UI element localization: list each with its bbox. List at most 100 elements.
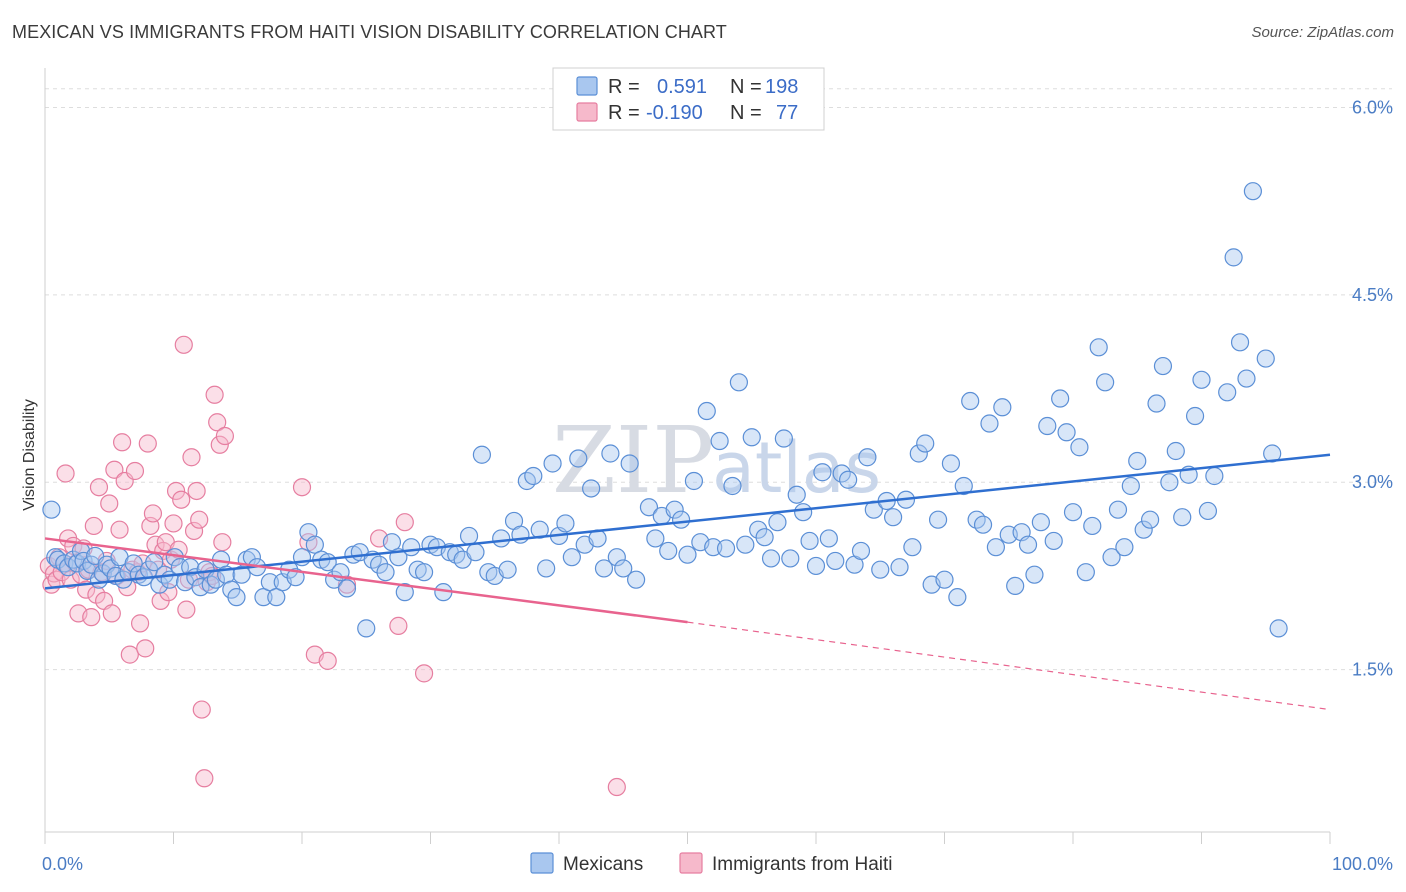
x-tick-labels: 0.0% 100.0% bbox=[42, 854, 1393, 874]
mexican-point-131 bbox=[813, 463, 832, 482]
mexican-point-194 bbox=[1224, 248, 1243, 267]
mexican-point-124 bbox=[768, 513, 787, 532]
mexican-point-154 bbox=[961, 391, 980, 411]
mexican-point-138 bbox=[858, 448, 877, 467]
mexican-point-113 bbox=[697, 401, 716, 421]
haiti-point-29 bbox=[112, 433, 132, 452]
legend-top: R = 0.591 N = 198 R = -0.190 N = 77 bbox=[552, 67, 825, 131]
legend-n-value-mexicans: 198 bbox=[765, 76, 798, 98]
mexican-point-100 bbox=[607, 548, 626, 567]
mexican-point-90 bbox=[543, 454, 562, 473]
mexican-point-123 bbox=[761, 549, 781, 568]
mexican-point-104 bbox=[639, 498, 659, 517]
mexican-point-114 bbox=[704, 538, 723, 557]
watermark: ZIP atlas bbox=[552, 407, 881, 514]
mexican-point-165 bbox=[1031, 513, 1050, 532]
mexican-point-61 bbox=[357, 619, 376, 638]
mexican-point-179 bbox=[1121, 476, 1140, 496]
haiti-point-79 bbox=[607, 777, 626, 797]
trend-lines bbox=[44, 453, 1331, 711]
mexican-point-107 bbox=[659, 541, 678, 561]
mexican-point-197 bbox=[1243, 182, 1263, 201]
haiti-point-61 bbox=[195, 769, 214, 788]
mexican-point-108 bbox=[665, 500, 684, 519]
mexican-point-184 bbox=[1153, 356, 1173, 376]
source-label: Source: ZipAtlas.com bbox=[1251, 24, 1394, 41]
haiti-point-39 bbox=[138, 434, 157, 453]
mexican-point-163 bbox=[1018, 535, 1038, 554]
mexican-point-168 bbox=[1051, 389, 1070, 408]
mexican-point-70 bbox=[414, 563, 434, 582]
watermark-sub: atlas bbox=[712, 427, 881, 509]
mexican-point-152 bbox=[948, 588, 967, 607]
mexican-point-50 bbox=[286, 568, 305, 587]
mexican-point-185 bbox=[1160, 473, 1179, 492]
haiti-trend-extension bbox=[687, 621, 1331, 711]
mexican-point-53 bbox=[305, 535, 324, 554]
mexican-point-146 bbox=[909, 444, 928, 463]
mexican-point-111 bbox=[684, 471, 704, 491]
mexican-point-110 bbox=[678, 545, 697, 564]
mexican-point-187 bbox=[1173, 508, 1192, 527]
mexican-point-169 bbox=[1057, 423, 1076, 442]
haiti-point-68 bbox=[213, 533, 232, 552]
haiti-point-41 bbox=[143, 504, 163, 523]
mexican-point-190 bbox=[1192, 370, 1211, 389]
mexican-point-47 bbox=[267, 588, 286, 607]
mexican-point-94 bbox=[569, 449, 588, 468]
mexican-point-58 bbox=[337, 579, 357, 598]
bottom-legend-swatch-haiti bbox=[679, 852, 703, 874]
haiti-point-60 bbox=[192, 700, 211, 719]
mexican-point-77 bbox=[459, 526, 479, 546]
mexican-point-171 bbox=[1070, 438, 1089, 457]
mexican-point-156 bbox=[973, 515, 993, 534]
grid-lines bbox=[45, 88, 1392, 671]
haiti-point-24 bbox=[100, 494, 119, 513]
mexican-point-87 bbox=[524, 466, 543, 486]
mexican-point-147 bbox=[916, 434, 935, 453]
y-tick-label-0: 1.5% bbox=[1352, 660, 1393, 680]
mexican-point-172 bbox=[1076, 563, 1095, 582]
mexican-point-109 bbox=[671, 510, 691, 529]
haiti-point-54 bbox=[177, 600, 196, 619]
mexican-point-127 bbox=[787, 485, 806, 504]
mexican-point-1 bbox=[46, 548, 65, 567]
mexican-point-20 bbox=[124, 554, 143, 573]
haiti-trend-line bbox=[44, 537, 688, 624]
mexican-point-78 bbox=[466, 543, 485, 562]
mexican-point-63 bbox=[370, 555, 389, 574]
legend-r-label-haiti: R = bbox=[608, 102, 640, 124]
mexican-point-79 bbox=[472, 445, 491, 464]
mexican-point-193 bbox=[1218, 383, 1237, 402]
mexican-point-116 bbox=[716, 539, 736, 558]
mexican-point-189 bbox=[1185, 406, 1205, 426]
mexican-point-195 bbox=[1230, 333, 1250, 352]
mexican-point-122 bbox=[755, 528, 774, 547]
mexican-point-176 bbox=[1102, 548, 1121, 567]
mexican-point-82 bbox=[492, 529, 511, 548]
legend-r-value-mexicans: 0.591 bbox=[657, 76, 707, 98]
haiti-point-57 bbox=[184, 521, 204, 541]
mexican-point-191 bbox=[1198, 501, 1218, 521]
haiti-point-50 bbox=[166, 481, 186, 501]
haiti-point-53 bbox=[174, 335, 193, 354]
haiti-point-67 bbox=[210, 435, 229, 454]
mexican-point-68 bbox=[402, 538, 421, 557]
mexican-point-129 bbox=[800, 531, 819, 551]
y-tick-label-3: 6.0% bbox=[1352, 97, 1393, 117]
haiti-point-78 bbox=[414, 664, 434, 683]
haiti-point-36 bbox=[130, 614, 150, 633]
legend-n-label-mexicans: N = bbox=[730, 76, 762, 98]
mexican-point-83 bbox=[498, 560, 517, 579]
mexican-point-143 bbox=[890, 558, 909, 577]
haiti-point-32 bbox=[120, 645, 139, 664]
haiti-point-25 bbox=[102, 604, 121, 623]
mexican-point-121 bbox=[749, 520, 768, 539]
haiti-point-26 bbox=[105, 460, 124, 479]
haiti-point-38 bbox=[136, 639, 155, 658]
mexican-point-92 bbox=[556, 514, 575, 533]
haiti-point-59 bbox=[190, 510, 209, 529]
mexican-point-149 bbox=[928, 510, 948, 529]
mexican-point-196 bbox=[1237, 369, 1256, 388]
axes bbox=[44, 68, 1331, 844]
